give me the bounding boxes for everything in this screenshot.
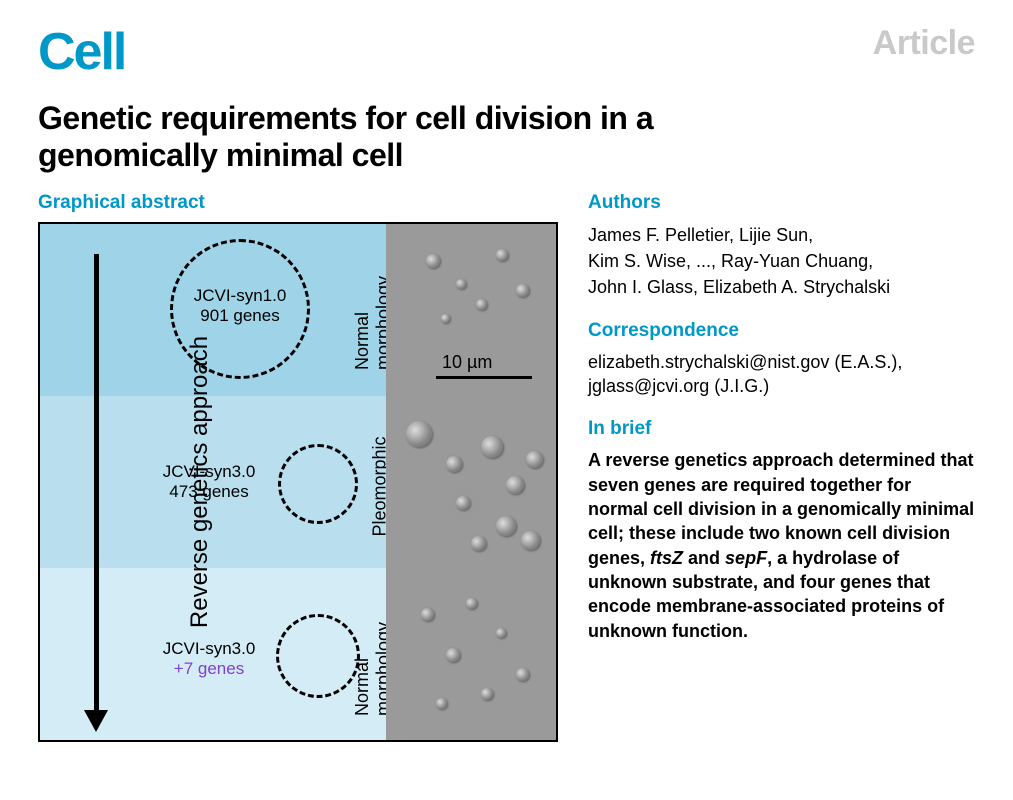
gene-sepf: sepF: [725, 548, 767, 568]
strain-name-3: JCVI-syn3.0: [163, 639, 256, 658]
scalebar-text: 10 µm: [442, 352, 492, 373]
inbrief-heading: In brief: [588, 418, 975, 440]
correspondence-heading: Correspondence: [588, 320, 975, 342]
inbrief-mid: and: [683, 548, 725, 568]
inbrief-text: A reverse genetics approach determined t…: [588, 448, 975, 642]
reverse-arrow-head-icon: [84, 710, 108, 732]
reverse-arrow-shaft: [94, 254, 99, 714]
strain-name-1: JCVI-syn1.0: [194, 286, 287, 305]
strain-name-2: JCVI-syn3.0: [163, 462, 256, 481]
graphical-abstract-figure: Reverse genetics approach JCVI-syn1.0 90…: [38, 222, 558, 742]
authors-list: James F. Pelletier, Lijie Sun, Kim S. Wi…: [588, 222, 975, 300]
strain-label-2: JCVI-syn3.0 473 genes: [153, 462, 265, 503]
gene-count-1: 901 genes: [200, 306, 279, 325]
strain-label-3: JCVI-syn3.0 +7 genes: [153, 639, 265, 680]
genome-circle-syn3plus: [276, 614, 360, 698]
authors-heading: Authors: [588, 192, 975, 214]
micrograph-2: [386, 396, 556, 568]
correspondence-text: elizabeth.strychalski@nist.gov (E.A.S.),…: [588, 350, 975, 399]
article-type-tag: Article: [873, 26, 975, 60]
journal-logo: Cell: [38, 26, 125, 78]
article-title: Genetic requirements for cell division i…: [38, 100, 818, 174]
graphical-abstract-heading: Graphical abstract: [38, 192, 558, 214]
gene-ftsz: ftsZ: [650, 548, 683, 568]
plus-genes-label: +7 genes: [174, 659, 244, 678]
strain-label-1: JCVI-syn1.0 901 genes: [190, 286, 290, 327]
micrograph-3: [386, 568, 556, 742]
gene-count-2: 473 genes: [169, 482, 248, 501]
micrograph-1: 10 µm: [386, 224, 556, 396]
genome-circle-syn3: [278, 444, 358, 524]
scalebar-line: [436, 376, 532, 379]
